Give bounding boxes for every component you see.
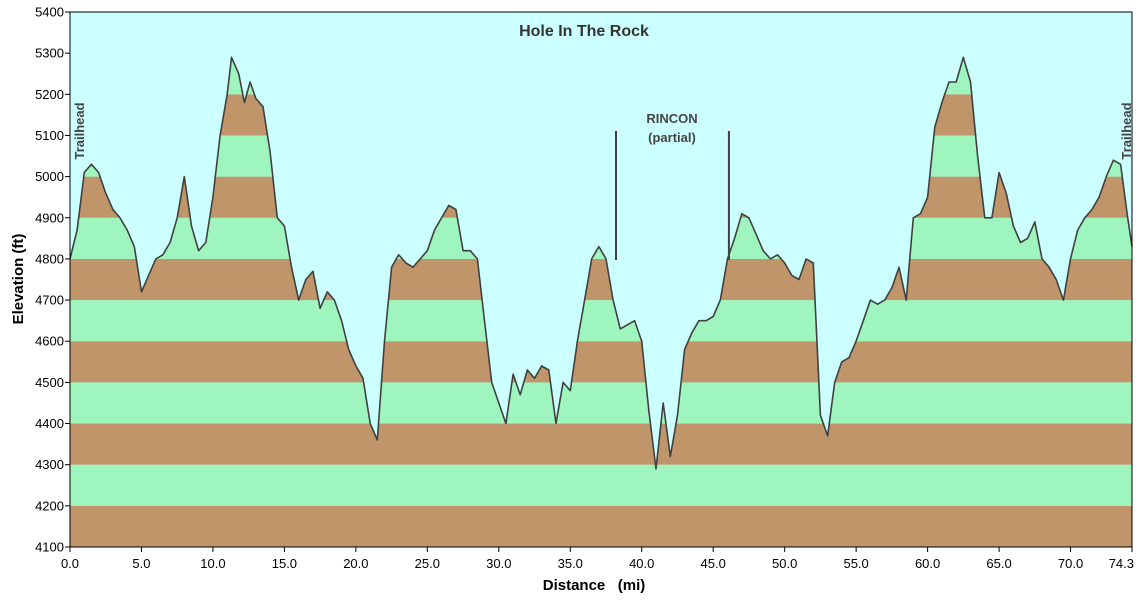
y-tick-label: 5300 xyxy=(35,46,64,61)
x-tick-label: 55.0 xyxy=(843,556,868,571)
y-tick-label: 4700 xyxy=(35,293,64,308)
y-tick-label: 5200 xyxy=(35,87,64,102)
elevation-band xyxy=(70,382,1132,424)
x-tick-label: 20.0 xyxy=(343,556,368,571)
x-tick-labels: 0.0 5.0 10.0 15.0 20.0 25.0 30.0 35.0 40.0 45.0 50… xyxy=(61,556,1134,571)
x-axis-title: Distance (mi) xyxy=(543,577,646,594)
x-tick-label: 40.0 xyxy=(629,556,654,571)
y-tick-labels: 4100 4200 4300 4400 4500 4600 4700 4800 4900 5000… xyxy=(35,5,64,555)
elevation-band xyxy=(70,464,1132,506)
x-tick-label: 45.0 xyxy=(701,556,726,571)
rincon-sublabel: (partial) xyxy=(648,130,696,145)
x-tick-label: 15.0 xyxy=(272,556,297,571)
axis-ticks xyxy=(65,11,1133,552)
elevation-band xyxy=(70,300,1132,342)
x-tick-label: 5.0 xyxy=(132,556,150,571)
x-tick-label: 0.0 xyxy=(61,556,79,571)
x-tick-label: 60.0 xyxy=(915,556,940,571)
chart-title: Hole In The Rock xyxy=(519,23,649,40)
trailhead-right-label: Trailhead xyxy=(1119,102,1134,159)
y-tick-label: 4400 xyxy=(35,416,64,431)
y-tick-label: 4600 xyxy=(35,334,64,349)
elevation-band xyxy=(70,258,1132,301)
y-tick-label: 4300 xyxy=(35,457,64,472)
y-axis-title: Elevation (ft) xyxy=(10,234,27,325)
y-tick-label: 5100 xyxy=(35,128,64,143)
x-tick-label: 50.0 xyxy=(772,556,797,571)
elevation-profile-line xyxy=(69,56,1133,470)
y-tick-label: 4200 xyxy=(35,498,64,513)
x-tick-label: 10.0 xyxy=(200,556,225,571)
elevation-band xyxy=(70,341,1132,383)
x-tick-label: 25.0 xyxy=(415,556,440,571)
rincon-markers xyxy=(615,131,730,260)
x-tick-label: 74.3 xyxy=(1109,556,1134,571)
y-tick-label: 5000 xyxy=(35,169,64,184)
rincon-label: RINCON xyxy=(646,111,697,126)
x-tick-label: 35.0 xyxy=(558,556,583,571)
elevation-band xyxy=(70,505,1132,547)
trailhead-left-label: Trailhead xyxy=(72,102,87,159)
y-tick-label: 4100 xyxy=(35,540,64,555)
elevation-band xyxy=(70,423,1132,465)
y-tick-label: 4900 xyxy=(35,210,64,225)
plot-frame xyxy=(69,11,1133,548)
x-tick-label: 65.0 xyxy=(986,556,1011,571)
y-tick-label: 4800 xyxy=(35,251,64,266)
x-tick-label: 70.0 xyxy=(1058,556,1083,571)
y-tick-label: 5400 xyxy=(35,5,64,20)
y-tick-label: 4500 xyxy=(35,375,64,390)
x-tick-label: 30.0 xyxy=(486,556,511,571)
